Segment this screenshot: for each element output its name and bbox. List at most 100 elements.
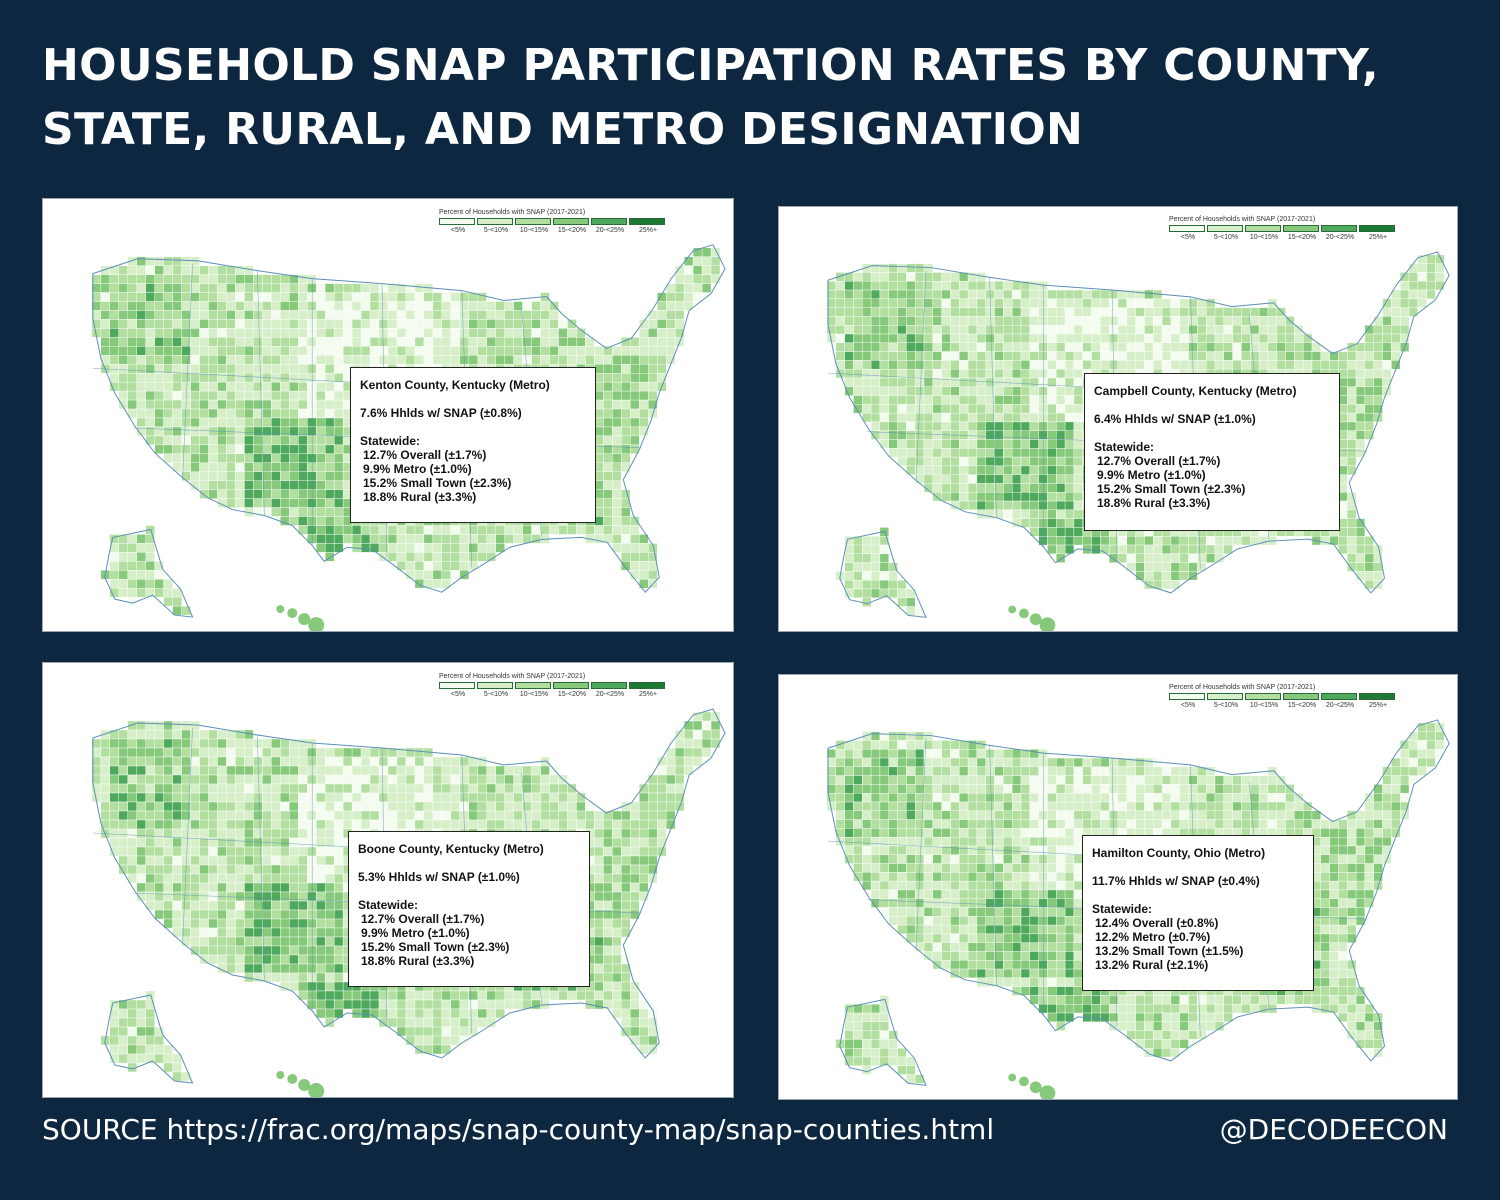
statewide-metro: 9.9% Metro (±1.0%) — [363, 462, 472, 476]
statewide-metro: 9.9% Metro (±1.0%) — [361, 926, 470, 940]
legend-swatches — [1169, 693, 1397, 700]
statewide-rural: 13.2% Rural (±2.1%) — [1095, 958, 1209, 972]
legend-swatch — [1207, 225, 1243, 232]
legend-bin-label: 15-<20% — [1287, 702, 1317, 709]
statewide-small-town: 15.2% Small Town (±2.3%) — [363, 476, 512, 490]
legend-title: Percent of Households with SNAP (2017-20… — [439, 209, 586, 216]
legend-swatches — [1169, 225, 1397, 232]
legend-bin-label: 25%+ — [1368, 234, 1388, 241]
hawaii-island — [1039, 617, 1056, 631]
statewide-rural: 18.8% Rural (±3.3%) — [361, 954, 475, 968]
county-info-box: Hamilton County, Ohio (Metro) 11.7% Hhld… — [1082, 835, 1314, 991]
county-info-box: Kenton County, Kentucky (Metro) 7.6% Hhl… — [350, 367, 596, 523]
hawaii-island — [287, 1074, 298, 1084]
county-name: Hamilton County, Ohio (Metro) — [1092, 846, 1266, 860]
legend-swatch — [553, 682, 589, 689]
legend-bin-label: 25%+ — [638, 691, 658, 698]
legend-bin-label: 10-<15% — [519, 227, 549, 234]
legend-labels: <5% 5-<10% 10-<15% 15-<20% 20-<25% 25%+ — [1169, 234, 1397, 241]
legend-bin-label: 10-<15% — [1249, 234, 1279, 241]
state-boundary — [915, 738, 927, 949]
source-citation: SOURCE https://frac.org/maps/snap-county… — [42, 1113, 995, 1146]
legend-swatch — [1283, 225, 1319, 232]
legend-bin-label: 20-<25% — [595, 691, 625, 698]
legend-swatch — [629, 682, 665, 689]
statewide-small-town: 15.2% Small Town (±2.3%) — [1097, 482, 1246, 496]
hawaii-island — [1029, 613, 1042, 626]
legend-bin-label: 10-<15% — [519, 691, 549, 698]
legend: Percent of Households with SNAP (2017-20… — [439, 209, 667, 234]
county-snap-rate: 7.6% Hhlds w/ SNAP (±0.8%) — [360, 406, 522, 420]
hawaii-island — [1008, 1073, 1017, 1082]
state-boundary — [257, 270, 265, 516]
state-boundary — [989, 277, 997, 518]
title-line-1: HOUSEHOLD SNAP PARTICIPATION RATES BY CO… — [42, 40, 1379, 91]
hawaii-island — [1029, 1081, 1042, 1094]
legend-title: Percent of Households with SNAP (2017-20… — [439, 673, 586, 680]
legend-bin-label: 25%+ — [1368, 702, 1388, 709]
state-boundary — [989, 745, 997, 986]
legend-bin-label: 25%+ — [638, 227, 658, 234]
county-name: Boone County, Kentucky (Metro) — [358, 842, 544, 856]
statewide-label: Statewide: — [358, 898, 419, 912]
legend-bin-label: <5% — [450, 691, 466, 698]
legend-bin-label: 20-<25% — [1325, 234, 1355, 241]
legend-swatch — [477, 682, 513, 689]
hawaii-island — [308, 617, 325, 631]
legend-swatch — [1359, 225, 1395, 232]
title-line-2: STATE, RURAL, AND METRO DESIGNATION — [42, 104, 1084, 155]
county-info-box: Campbell County, Kentucky (Metro) 6.4% H… — [1084, 373, 1340, 531]
map-panel-kenton: Percent of Households with SNAP (2017-20… — [42, 198, 734, 632]
alaska-outline — [839, 530, 927, 618]
author-handle: @DECODEECON — [1219, 1113, 1448, 1146]
legend-bin-label: <5% — [1180, 234, 1196, 241]
county-snap-rate: 11.7% Hhlds w/ SNAP (±0.4%) — [1092, 874, 1260, 888]
legend-swatch — [1245, 225, 1281, 232]
legend-bin-label: <5% — [450, 227, 466, 234]
hawaii-island — [308, 1083, 325, 1097]
county-snap-rate: 5.3% Hhlds w/ SNAP (±1.0%) — [358, 870, 520, 884]
statewide-label: Statewide: — [1092, 902, 1153, 916]
legend-bin-label: 10-<15% — [1249, 702, 1279, 709]
page-title: HOUSEHOLD SNAP PARTICIPATION RATES BY CO… — [42, 34, 1462, 162]
legend-swatch — [1169, 693, 1205, 700]
county-cells — [91, 711, 721, 1082]
statewide-small-town: 13.2% Small Town (±1.5%) — [1095, 944, 1244, 958]
statewide-overall: 12.7% Overall (±1.7%) — [363, 448, 487, 462]
legend-swatch — [1321, 225, 1357, 232]
state-boundary — [182, 727, 193, 944]
legend-swatch — [1321, 693, 1357, 700]
legend-swatch — [1207, 693, 1243, 700]
hawaii-island — [276, 605, 285, 614]
hawaii-island — [298, 1079, 311, 1091]
legend-swatch — [1283, 693, 1319, 700]
legend: Percent of Households with SNAP (2017-20… — [439, 673, 667, 698]
legend-bin-label: 20-<25% — [595, 227, 625, 234]
statewide-label: Statewide: — [360, 434, 421, 448]
state-boundary — [257, 734, 265, 982]
county-info-box: Boone County, Kentucky (Metro) 5.3% Hhld… — [348, 831, 590, 987]
legend-swatch — [439, 682, 475, 689]
statewide-metro: 12.2% Metro (±0.7%) — [1095, 930, 1211, 944]
legend-swatch — [591, 218, 627, 225]
legend-title: Percent of Households with SNAP (2017-20… — [1169, 684, 1316, 691]
legend-labels: <5% 5-<10% 10-<15% 15-<20% 20-<25% 25%+ — [439, 691, 667, 698]
hawaii-island — [287, 608, 298, 619]
state-boundary — [915, 270, 927, 481]
legend-swatch — [553, 218, 589, 225]
statewide-small-town: 15.2% Small Town (±2.3%) — [361, 940, 510, 954]
us-county-map — [91, 708, 726, 1097]
map-panel-boone: Percent of Households with SNAP (2017-20… — [42, 662, 734, 1098]
statewide-label: Statewide: — [1094, 440, 1155, 454]
legend-bin-label: 15-<20% — [557, 691, 587, 698]
legend-labels: <5% 5-<10% 10-<15% 15-<20% 20-<25% 25%+ — [439, 227, 667, 234]
legend-swatch — [515, 218, 551, 225]
legend-swatch — [1169, 225, 1205, 232]
hawaii-island — [1019, 1076, 1029, 1087]
statewide-overall: 12.7% Overall (±1.7%) — [1097, 454, 1221, 468]
hawaii-island — [1008, 605, 1017, 614]
legend-swatch — [629, 218, 665, 225]
legend-swatches — [439, 682, 667, 689]
statewide-overall: 12.4% Overall (±0.8%) — [1095, 916, 1219, 930]
legend-swatch — [477, 218, 513, 225]
